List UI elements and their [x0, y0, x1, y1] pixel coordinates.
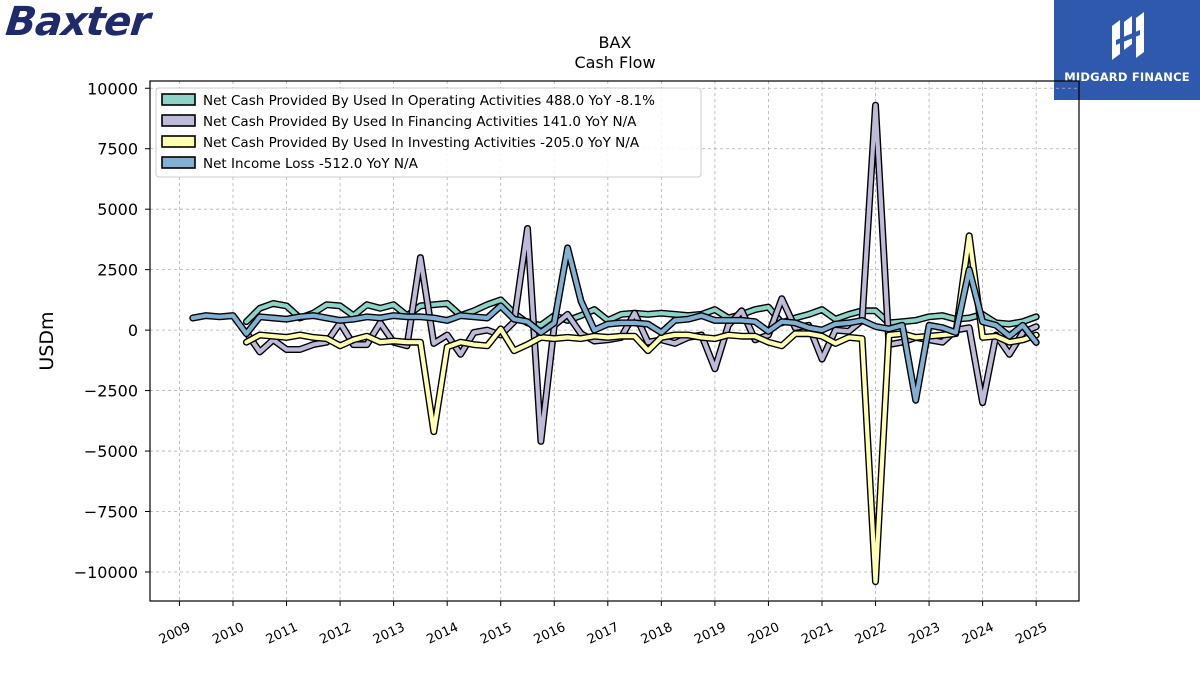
midgard-finance-logo: MIDGARD FINANCE [1054, 0, 1200, 100]
legend-label: Net Cash Provided By Used In Operating A… [203, 93, 655, 109]
legend-label: Net Cash Provided By Used In Financing A… [203, 114, 637, 130]
x-tick-label: 2022 [853, 620, 889, 648]
chart-subtitle: Cash Flow [574, 53, 655, 72]
y-tick-label: 2500 [97, 261, 138, 280]
y-tick-label: 0 [128, 321, 138, 340]
y-tick-label: 10000 [87, 79, 138, 98]
legend-item: Net Income Loss -512.0 YoY N/A [161, 156, 419, 172]
series-operating [242, 296, 1040, 329]
legend-item: Net Cash Provided By Used In Investing A… [161, 135, 640, 151]
x-tick-label: 2009 [157, 620, 193, 648]
y-axis-ticks: 10000 7500 5000 2500 0 −2500 −5000 −7500 −10000 [74, 79, 150, 582]
y-tick-label: −5000 [84, 442, 138, 461]
x-tick-label: 2011 [264, 620, 300, 648]
series-lines [189, 101, 1040, 586]
midgard-finance-name: MIDGARD FINANCE [1064, 70, 1190, 84]
legend-box [155, 87, 702, 178]
legend: Net Cash Provided By Used In Operating A… [155, 87, 702, 178]
x-tick-label: 2023 [906, 620, 942, 648]
x-tick-label: 2010 [210, 620, 246, 648]
y-tick-label: 5000 [97, 200, 138, 219]
series-investing [242, 232, 1040, 586]
x-tick-label: 2017 [585, 620, 621, 648]
y-tick-label: −7500 [84, 503, 138, 522]
x-tick-label: 2018 [639, 620, 675, 648]
legend-label: Net Cash Provided By Used In Investing A… [203, 135, 640, 151]
plot-frame [149, 80, 1080, 602]
legend-item: Net Cash Provided By Used In Financing A… [161, 114, 637, 130]
series-outline [242, 232, 1040, 586]
x-tick-label: 2025 [1014, 620, 1050, 648]
series-line [244, 297, 1039, 328]
x-axis-ticks: 2009 2010 2011 2012 2013 2014 2015 2016 2017 2018… [157, 601, 1050, 648]
chart-title: BAX [599, 33, 632, 52]
legend-swatch [161, 135, 196, 148]
series-net_income [189, 244, 1040, 404]
x-tick-label: 2016 [532, 620, 568, 648]
x-tick-label: 2020 [746, 620, 782, 648]
midgard-emblem-icon [1112, 12, 1144, 60]
legend-label: Net Income Loss -512.0 YoY N/A [203, 156, 419, 172]
legend-swatch [161, 114, 196, 127]
y-axis-label: USDm [36, 311, 58, 370]
y-tick-label: −10000 [74, 563, 138, 582]
y-tick-label: −2500 [84, 382, 138, 401]
x-tick-label: 2012 [317, 620, 353, 648]
x-tick-label: 2021 [799, 620, 835, 648]
y-tick-label: 7500 [97, 140, 138, 159]
legend-item: Net Cash Provided By Used In Operating A… [161, 93, 655, 109]
x-tick-label: 2019 [692, 620, 728, 648]
series-line [244, 233, 1039, 584]
x-tick-label: 2013 [371, 620, 407, 648]
legend-swatch [161, 93, 196, 106]
x-tick-label: 2014 [425, 620, 461, 648]
x-tick-label: 2024 [960, 620, 996, 648]
x-tick-label: 2015 [478, 620, 514, 648]
series-line [190, 245, 1039, 403]
legend-swatch [161, 156, 196, 169]
